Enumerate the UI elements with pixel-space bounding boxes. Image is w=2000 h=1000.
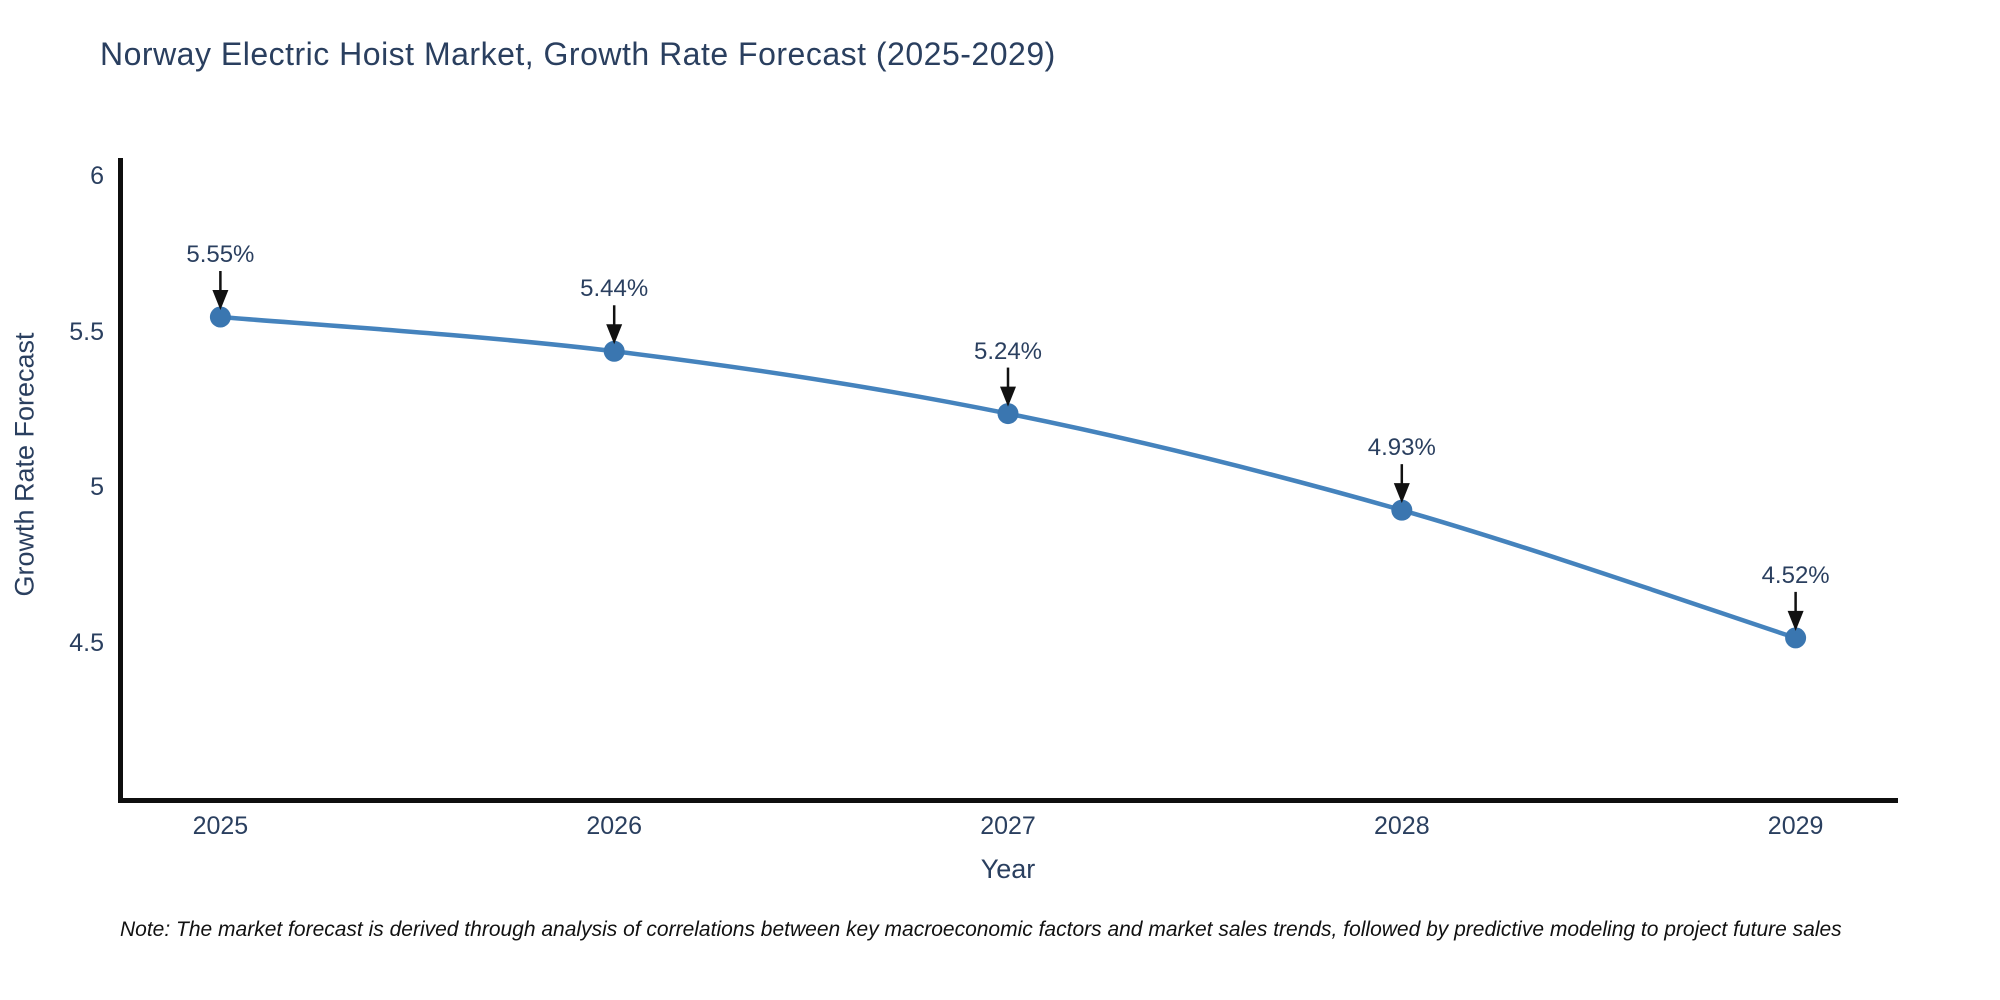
x-axis-title: Year [980, 854, 1036, 884]
point-annotation: 5.55% [186, 241, 255, 268]
data-point-marker[interactable] [1391, 499, 1413, 521]
x-tick-label: 2025 [192, 812, 249, 840]
annotation-arrowhead [1393, 483, 1410, 504]
y-tick-label: 5.5 [69, 317, 104, 346]
x-tick-label: 2028 [1373, 812, 1430, 840]
annotation-arrowhead [1000, 386, 1016, 407]
point-annotation: 4.52% [1761, 561, 1830, 589]
y-tick-label: 6 [90, 161, 104, 190]
point-annotation: 5.24% [973, 337, 1043, 365]
data-point-marker[interactable] [1785, 627, 1807, 649]
data-point-marker[interactable] [209, 306, 231, 328]
annotation-arrowhead [1787, 610, 1804, 631]
y-tick-label: 5 [90, 473, 104, 502]
y-tick-label: 4.5 [69, 629, 104, 658]
chart-title: Norway Electric Hoist Market, Growth Rat… [100, 36, 1056, 72]
annotation-arrowhead [212, 290, 229, 310]
point-annotation: 4.93% [1367, 434, 1436, 462]
data-point-marker[interactable] [997, 403, 1019, 425]
footnote: Note: The market forecast is derived thr… [120, 918, 1842, 941]
annotation-arrowhead [606, 324, 623, 345]
point-annotation: 5.44% [580, 275, 649, 303]
x-tick-label: 2027 [980, 812, 1036, 840]
x-tick-label: 2029 [1767, 812, 1824, 840]
x-tick-label: 2026 [586, 812, 642, 840]
data-point-marker[interactable] [603, 340, 625, 362]
